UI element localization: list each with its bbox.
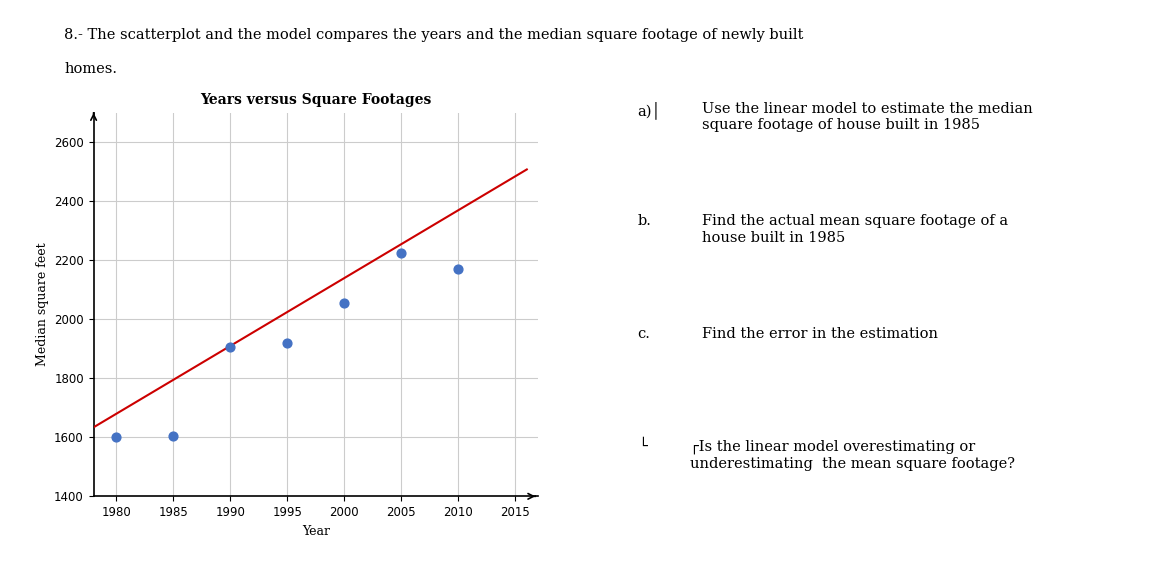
X-axis label: Year: Year xyxy=(302,525,330,537)
Text: b.: b. xyxy=(638,214,652,228)
Text: c.: c. xyxy=(638,327,651,341)
Text: 8.- The scatterplot and the model compares the years and the median square foota: 8.- The scatterplot and the model compar… xyxy=(64,28,804,42)
Text: ┌Is the linear model overestimating or
underestimating  the mean square footage?: ┌Is the linear model overestimating or u… xyxy=(690,440,1016,470)
Text: Find the error in the estimation: Find the error in the estimation xyxy=(702,327,938,341)
Point xyxy=(278,338,297,347)
Point xyxy=(221,343,240,352)
Point xyxy=(106,433,125,442)
Text: Find the actual mean square footage of a
house built in 1985: Find the actual mean square footage of a… xyxy=(702,214,1009,245)
Text: Use the linear model to estimate the median
square footage of house built in 198: Use the linear model to estimate the med… xyxy=(702,102,1033,132)
Text: homes.: homes. xyxy=(64,62,117,76)
Point xyxy=(449,265,468,274)
Point xyxy=(392,248,411,257)
Point xyxy=(335,298,353,307)
Text: a)│: a)│ xyxy=(638,102,661,120)
Point xyxy=(164,431,183,440)
Text: └: └ xyxy=(638,440,646,454)
Y-axis label: Median square feet: Median square feet xyxy=(35,243,49,367)
Title: Years versus Square Footages: Years versus Square Footages xyxy=(200,94,432,108)
